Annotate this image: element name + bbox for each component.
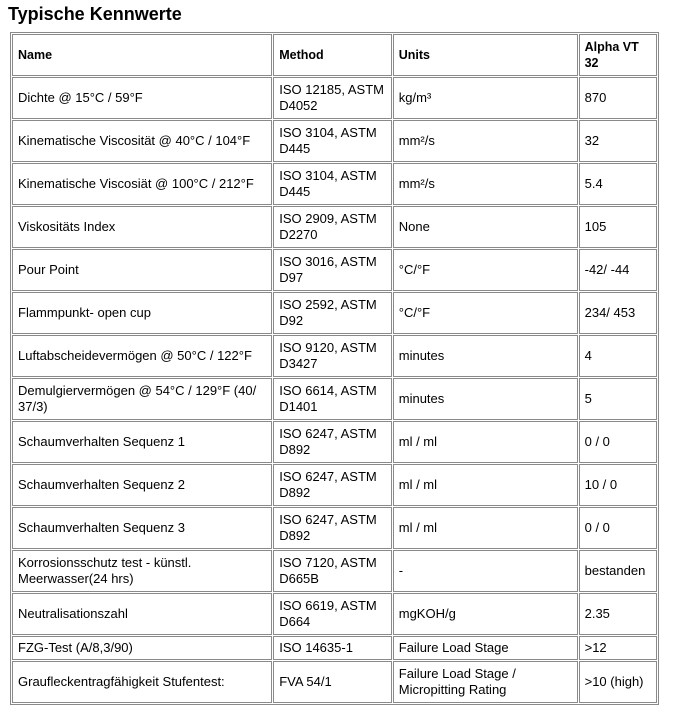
table-row: Viskositäts Index ISO 2909, ASTM D2270 Non… [12, 206, 657, 248]
table-row: Luftabscheidevermögen @ 50°C / 122°F ISO … [12, 335, 657, 377]
page-title: Typische Kennwerte [8, 4, 182, 24]
header-row: Name Method Units Alpha VT 32 [12, 34, 657, 76]
table-cell: 0 / 0 [578, 421, 657, 463]
table-cell: ISO 2909, ASTM D2270 [273, 206, 392, 248]
header-cell: Alpha VT 32 [578, 34, 657, 76]
table-cell: Neutralisationszahl [12, 593, 273, 635]
table-row: Korrosionsschutz test - künstl. Meerwass… [12, 550, 657, 592]
table-row: Neutralisationszahl ISO 6619, ASTM D664 mg… [12, 593, 657, 635]
table-cell: Schaumverhalten Sequenz 3 [12, 507, 273, 549]
table-row: Dichte @ 15°C / 59°F ISO 12185, ASTM D405… [12, 77, 657, 119]
table-cell: 105 [578, 206, 657, 248]
table-cell: ISO 9120, ASTM D3427 [273, 335, 392, 377]
table-cell: - [392, 550, 578, 592]
table-cell: ISO 6247, ASTM D892 [273, 464, 392, 506]
table-cell: kg/m³ [392, 77, 578, 119]
table-cell: ml / ml [392, 464, 578, 506]
table-cell: Viskositäts Index [12, 206, 273, 248]
table-cell: ISO 3104, ASTM D445 [273, 163, 392, 205]
table-cell: ml / ml [392, 421, 578, 463]
table-row: Graufleckentragfähigkeit Stufentest: FVA … [12, 661, 657, 703]
table-cell: minutes [392, 378, 578, 420]
table-cell: 5 [578, 378, 657, 420]
table-cell: ISO 3016, ASTM D97 [273, 249, 392, 291]
table-cell: Pour Point [12, 249, 273, 291]
table-cell: -42/ -44 [578, 249, 657, 291]
table-cell: Graufleckentragfähigkeit Stufentest: [12, 661, 273, 703]
table-cell: minutes [392, 335, 578, 377]
table-row: Schaumverhalten Sequenz 1 ISO 6247, ASTM … [12, 421, 657, 463]
table-cell: Failure Load Stage / Micropitting Rating [392, 661, 578, 703]
table-cell: 32 [578, 120, 657, 162]
table-cell: None [392, 206, 578, 248]
table-cell: FVA 54/1 [273, 661, 392, 703]
table-cell: ISO 6614, ASTM D1401 [273, 378, 392, 420]
table-cell: bestanden [578, 550, 657, 592]
table-cell: >12 [578, 636, 657, 660]
table-row: Pour Point ISO 3016, ASTM D97 °C/°F -42/ -4… [12, 249, 657, 291]
table-cell: Flammpunkt- open cup [12, 292, 273, 334]
table-cell: Kinematische Viscosität @ 40°C / 104°F [12, 120, 273, 162]
table-cell: Schaumverhalten Sequenz 2 [12, 464, 273, 506]
header-cell: Units [392, 34, 578, 76]
table-cell: ISO 6247, ASTM D892 [273, 507, 392, 549]
table-cell: ISO 3104, ASTM D445 [273, 120, 392, 162]
table-cell: Schaumverhalten Sequenz 1 [12, 421, 273, 463]
table-cell: °C/°F [392, 292, 578, 334]
table-cell: Demulgiervermögen @ 54°C / 129°F (40/ 37… [12, 378, 273, 420]
table-cell: 0 / 0 [578, 507, 657, 549]
table-cell: ISO 14635-1 [273, 636, 392, 660]
table-cell: Kinematische Viscosiät @ 100°C / 212°F [12, 163, 273, 205]
table-cell: Korrosionsschutz test - künstl. Meerwass… [12, 550, 273, 592]
table-cell: 4 [578, 335, 657, 377]
header-cell: Name [12, 34, 273, 76]
table-row: Kinematische Viscosität @ 40°C / 104°F IS… [12, 120, 657, 162]
table-cell: ISO 6619, ASTM D664 [273, 593, 392, 635]
table-cell: FZG-Test (A/8,3/90) [12, 636, 273, 660]
table-cell: 234/ 453 [578, 292, 657, 334]
table-cell: ISO 7120, ASTM D665B [273, 550, 392, 592]
table-cell: Failure Load Stage [392, 636, 578, 660]
table-row: Schaumverhalten Sequenz 3 ISO 6247, ASTM … [12, 507, 657, 549]
table-row: Flammpunkt- open cup ISO 2592, ASTM D92 °C… [12, 292, 657, 334]
table-cell: >10 (high) [578, 661, 657, 703]
table-cell: °C/°F [392, 249, 578, 291]
table-cell: ml / ml [392, 507, 578, 549]
table-cell: 2.35 [578, 593, 657, 635]
table-cell: 10 / 0 [578, 464, 657, 506]
table-cell: mgKOH/g [392, 593, 578, 635]
table-cell: ISO 2592, ASTM D92 [273, 292, 392, 334]
table-cell: ISO 6247, ASTM D892 [273, 421, 392, 463]
table-cell: ISO 12185, ASTM D4052 [273, 77, 392, 119]
table-row: Kinematische Viscosiät @ 100°C / 212°F IS… [12, 163, 657, 205]
table-cell: Dichte @ 15°C / 59°F [12, 77, 273, 119]
table-cell: 5.4 [578, 163, 657, 205]
table-cell: Luftabscheidevermögen @ 50°C / 122°F [12, 335, 273, 377]
table-row: Schaumverhalten Sequenz 2 ISO 6247, ASTM … [12, 464, 657, 506]
table-cell: mm²/s [392, 163, 578, 205]
header-cell: Method [273, 34, 392, 76]
page: {"title": "Typische Kennwerte", "table":… [8, 4, 659, 705]
table-cell: 870 [578, 77, 657, 119]
table-cell: mm²/s [392, 120, 578, 162]
properties-table: Name Method Units Alpha VT 32 Dichte @ 15°C… [10, 32, 659, 705]
table-row: FZG-Test (A/8,3/90) ISO 14635-1 Failure Lo… [12, 636, 657, 660]
table-row: Demulgiervermögen @ 54°C / 129°F (40/ 37… [12, 378, 657, 420]
table-body: Dichte @ 15°C / 59°F ISO 12185, ASTM D405… [12, 77, 657, 703]
